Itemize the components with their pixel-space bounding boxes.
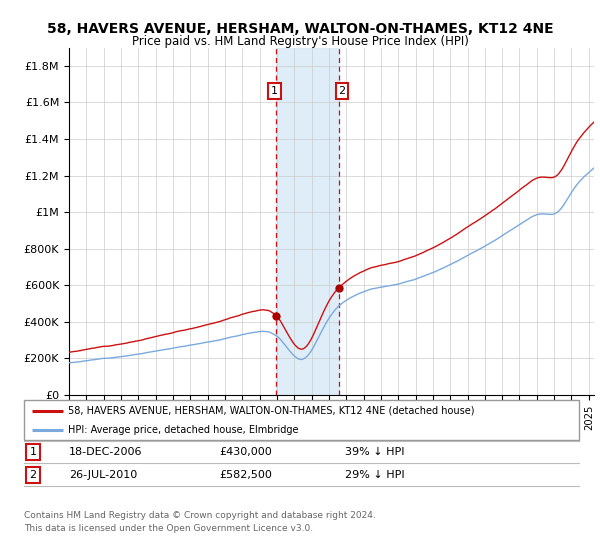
Text: 1: 1 (271, 86, 278, 96)
Text: 39% ↓ HPI: 39% ↓ HPI (345, 447, 404, 457)
Text: 1: 1 (29, 447, 37, 457)
Text: £430,000: £430,000 (219, 447, 272, 457)
Text: 2: 2 (338, 86, 346, 96)
Text: 18-DEC-2006: 18-DEC-2006 (69, 447, 143, 457)
Text: Price paid vs. HM Land Registry's House Price Index (HPI): Price paid vs. HM Land Registry's House … (131, 35, 469, 48)
Text: 26-JUL-2010: 26-JUL-2010 (69, 470, 137, 480)
Bar (276, 48, 338, 395)
Text: 58, HAVERS AVENUE, HERSHAM, WALTON-ON-THAMES, KT12 4NE (detached house): 58, HAVERS AVENUE, HERSHAM, WALTON-ON-TH… (68, 406, 475, 416)
Text: 58, HAVERS AVENUE, HERSHAM, WALTON-ON-THAMES, KT12 4NE: 58, HAVERS AVENUE, HERSHAM, WALTON-ON-TH… (47, 22, 553, 36)
Text: 2: 2 (29, 470, 37, 480)
Text: Contains HM Land Registry data © Crown copyright and database right 2024.
This d: Contains HM Land Registry data © Crown c… (24, 511, 376, 533)
Text: £582,500: £582,500 (219, 470, 272, 480)
Text: HPI: Average price, detached house, Elmbridge: HPI: Average price, detached house, Elmb… (68, 425, 299, 435)
Text: 29% ↓ HPI: 29% ↓ HPI (345, 470, 404, 480)
